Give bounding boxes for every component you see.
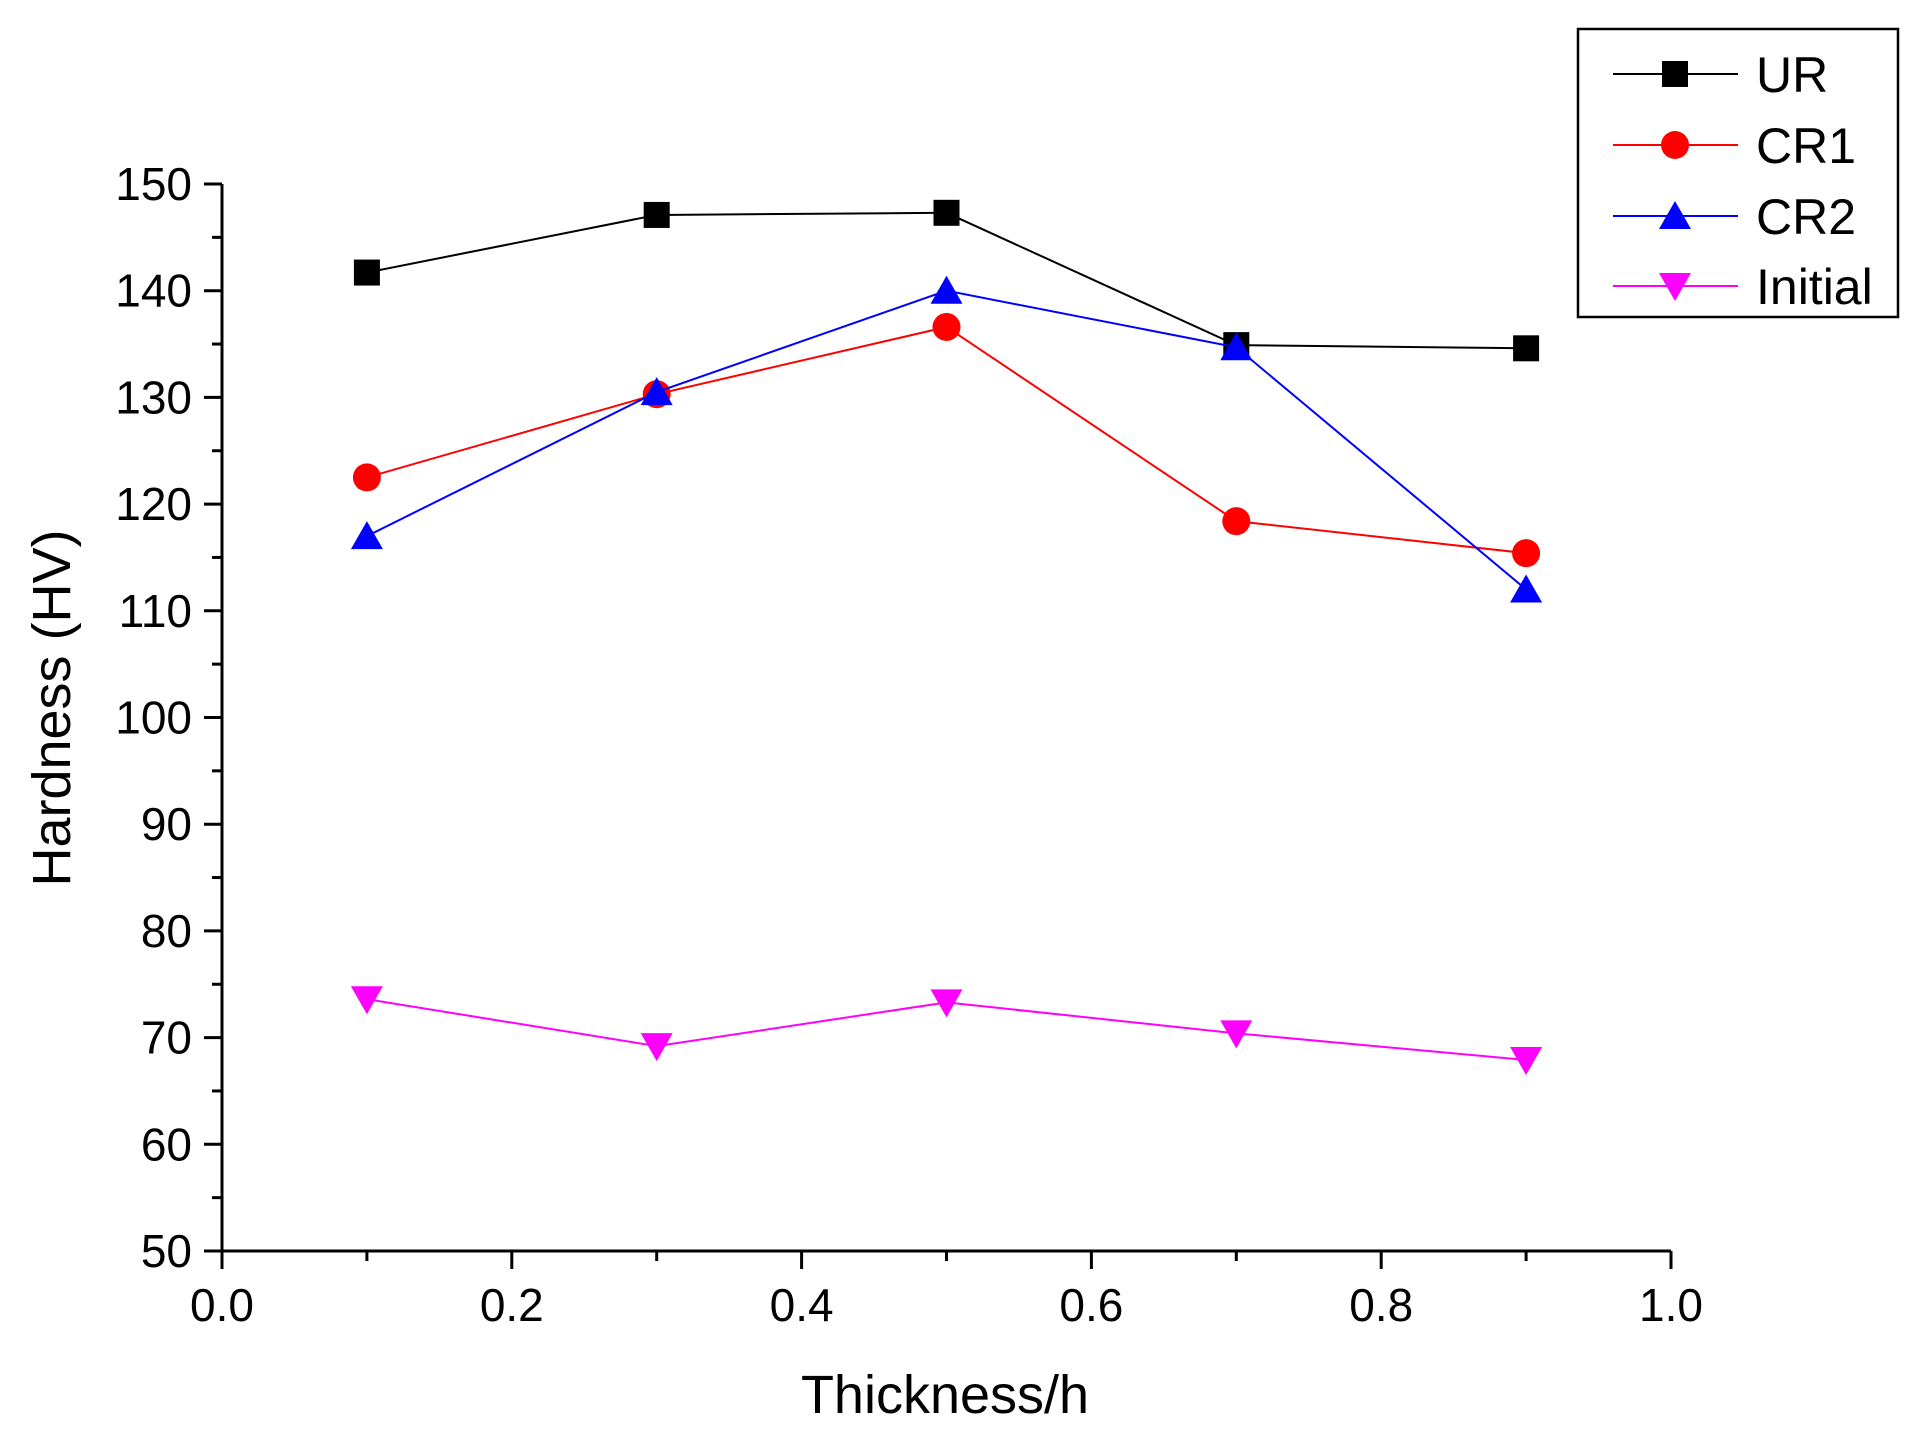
data-point-cr2 [1220, 332, 1253, 361]
data-point-ur [933, 199, 960, 226]
data-point-cr2 [930, 275, 963, 304]
data-point-initial [350, 986, 383, 1015]
y-tick-label: 130 [115, 371, 192, 423]
data-point-cr1 [1222, 507, 1251, 536]
data-point-cr1 [1512, 539, 1541, 568]
axes: 0.0 0.2 0.4 0.6 0.8 1.0 50 60 70 80 90 100 110 120 130… [115, 158, 1703, 1331]
y-tick-label: 110 [119, 585, 192, 637]
y-axis-title: Hardness (HV) [22, 529, 82, 886]
x-tick-label: 0.8 [1349, 1279, 1413, 1331]
data-point-ur [643, 201, 670, 228]
x-axis-title: Thickness/h [801, 1365, 1089, 1425]
y-tick-label: 50 [141, 1225, 192, 1277]
series-line-cr1 [366, 325, 1527, 555]
legend-label-cr2: CR2 [1756, 189, 1856, 245]
x-tick-label: 1.0 [1639, 1279, 1703, 1331]
legend-marker-cr2 [1659, 201, 1691, 229]
legend-label-initial: Initial [1756, 259, 1873, 315]
x-tick-label: 0.6 [1059, 1279, 1123, 1331]
data-point-cr2 [640, 377, 673, 406]
data-point-initial [640, 1033, 673, 1062]
data-point-ur [353, 259, 380, 286]
legend-label-ur: UR [1756, 47, 1828, 103]
legend-marker-cr1 [1661, 131, 1689, 159]
data-point-initial [1510, 1047, 1543, 1076]
data-point-cr2 [350, 521, 383, 550]
y-tick-label: 60 [141, 1118, 192, 1170]
legend-box [1576, 27, 1900, 319]
y-tick-label: 70 [141, 1012, 192, 1064]
x-tick-label: 0.2 [480, 1279, 544, 1331]
legend: UR CR1 CR2 Initial [1576, 27, 1900, 319]
y-tick-label: 150 [115, 158, 192, 210]
data-point-initial [1220, 1020, 1253, 1049]
y-tick-label: 80 [141, 905, 192, 957]
x-tick-label: 0.4 [770, 1279, 834, 1331]
plot-series [350, 199, 1543, 1076]
legend-marker-ur [1662, 61, 1688, 87]
y-tick-label: 90 [141, 798, 192, 850]
data-point-cr1 [932, 312, 961, 341]
data-point-ur [1513, 335, 1540, 362]
data-point-cr2 [1510, 574, 1543, 603]
y-tick-label: 120 [115, 478, 192, 530]
data-point-cr1 [352, 463, 381, 492]
data-point-initial [930, 989, 963, 1018]
legend-label-cr1: CR1 [1756, 118, 1856, 174]
x-tick-label: 0.0 [190, 1279, 254, 1331]
y-tick-label: 100 [115, 692, 192, 744]
y-tick-label: 140 [115, 265, 192, 317]
legend-marker-initial [1659, 273, 1691, 301]
